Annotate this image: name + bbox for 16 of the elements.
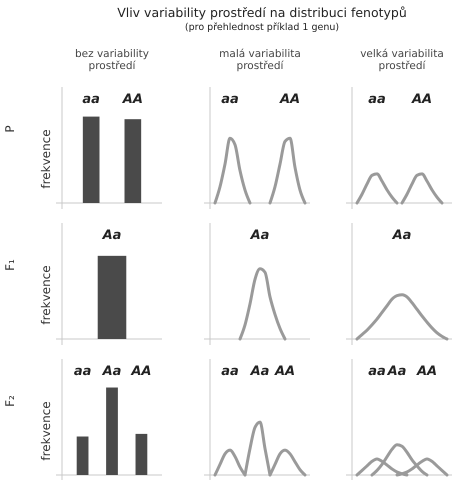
text: P xyxy=(3,125,17,133)
text: Aa xyxy=(250,228,270,243)
chart-title: velká variabilita prostředí xyxy=(360,48,444,72)
text: Aa xyxy=(392,228,412,243)
text: Vliv variability prostředí na distribuci fenotypů xyxy=(117,5,407,20)
text: F₁ xyxy=(3,258,17,271)
x-tick-label: aa xyxy=(74,364,92,379)
text: F₂ xyxy=(3,394,17,407)
y-axis-title: frekvence xyxy=(39,401,53,461)
x-tick-label: Aa xyxy=(102,364,122,379)
chart-title: malá variabilita prostředí xyxy=(219,48,301,72)
text: (pro přehlednost příklad 1 genu) xyxy=(184,22,340,33)
x-tick-label: AA xyxy=(130,364,152,379)
y-axis-title: frekvence xyxy=(39,265,53,325)
chart-title: bez variability prostředí xyxy=(74,48,150,72)
y-axis-title: frekvence xyxy=(39,129,53,189)
